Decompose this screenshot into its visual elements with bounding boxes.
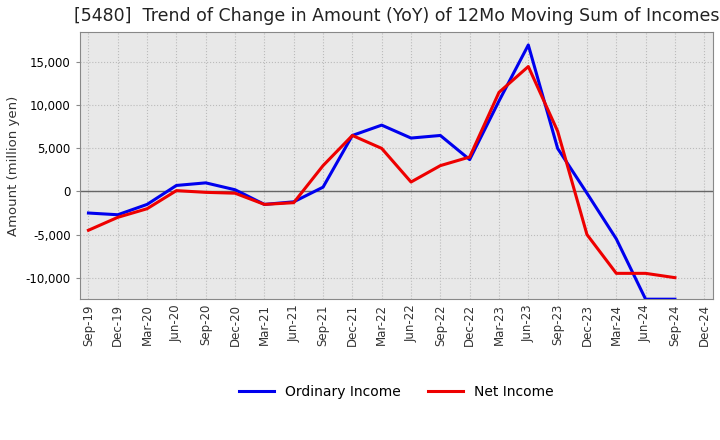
- Net Income: [407, 180, 415, 185]
- Net Income: [202, 190, 210, 195]
- Ordinary Income: [553, 146, 562, 151]
- Ordinary Income: [642, 297, 650, 302]
- Ordinary Income: [612, 236, 621, 242]
- Net Income: [143, 206, 151, 211]
- Net Income: [289, 200, 298, 205]
- Line: Net Income: Net Income: [89, 66, 675, 278]
- Net Income: [260, 202, 269, 207]
- Net Income: [230, 191, 239, 196]
- Net Income: [495, 90, 503, 95]
- Net Income: [642, 271, 650, 276]
- Ordinary Income: [143, 202, 151, 207]
- Ordinary Income: [230, 187, 239, 192]
- Ordinary Income: [319, 184, 328, 190]
- Net Income: [582, 232, 591, 237]
- Net Income: [524, 64, 533, 69]
- Net Income: [348, 133, 356, 138]
- Ordinary Income: [114, 212, 122, 217]
- Ordinary Income: [524, 42, 533, 48]
- Line: Ordinary Income: Ordinary Income: [89, 45, 675, 299]
- Net Income: [319, 163, 328, 168]
- Y-axis label: Amount (million yen): Amount (million yen): [7, 95, 20, 236]
- Title: [5480]  Trend of Change in Amount (YoY) of 12Mo Moving Sum of Incomes: [5480] Trend of Change in Amount (YoY) o…: [73, 7, 719, 25]
- Net Income: [465, 154, 474, 160]
- Net Income: [377, 146, 386, 151]
- Net Income: [612, 271, 621, 276]
- Ordinary Income: [348, 133, 356, 138]
- Net Income: [553, 128, 562, 134]
- Ordinary Income: [407, 136, 415, 141]
- Net Income: [114, 215, 122, 220]
- Legend: Ordinary Income, Net Income: Ordinary Income, Net Income: [233, 379, 559, 404]
- Ordinary Income: [260, 202, 269, 207]
- Ordinary Income: [465, 157, 474, 162]
- Ordinary Income: [670, 297, 679, 302]
- Ordinary Income: [582, 191, 591, 196]
- Ordinary Income: [436, 133, 445, 138]
- Ordinary Income: [172, 183, 181, 188]
- Ordinary Income: [84, 210, 93, 216]
- Net Income: [84, 227, 93, 233]
- Ordinary Income: [377, 122, 386, 128]
- Net Income: [670, 275, 679, 280]
- Ordinary Income: [495, 99, 503, 104]
- Ordinary Income: [289, 199, 298, 205]
- Net Income: [436, 163, 445, 168]
- Ordinary Income: [202, 180, 210, 186]
- Net Income: [172, 188, 181, 193]
